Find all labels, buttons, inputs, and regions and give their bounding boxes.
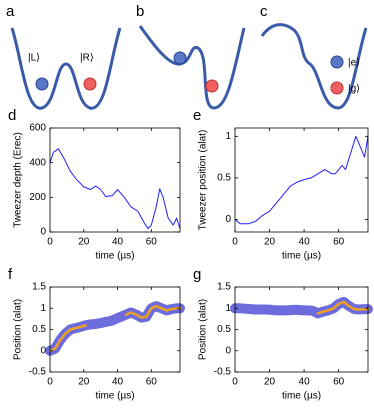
panel-letter: f <box>8 266 13 283</box>
y-axis-label: Tweezer depth (Erec) <box>13 132 24 228</box>
x-tick-label: 20 <box>78 237 90 248</box>
panel-letter: e <box>193 107 201 124</box>
y-tick-label: 0 <box>225 345 231 356</box>
x-tick-label: 60 <box>333 237 345 248</box>
y-tick-label: 0 <box>225 214 231 225</box>
y-tick-label: 0.5 <box>217 173 231 184</box>
atom <box>330 55 344 69</box>
trace <box>48 304 182 353</box>
y-tick-label: 1 <box>40 303 46 314</box>
y-tick-label: 1.5 <box>32 282 46 293</box>
y-tick-label: -0.5 <box>29 367 47 378</box>
potential <box>138 25 246 110</box>
state-label: |e⟩ <box>348 58 360 69</box>
panel-letter: g <box>193 266 201 283</box>
x-tick-label: 20 <box>78 377 90 388</box>
atom <box>35 77 49 91</box>
x-tick-label: 0 <box>232 377 238 388</box>
x-tick-label: 20 <box>264 377 276 388</box>
y-tick-label: -0.5 <box>214 367 232 378</box>
trace <box>316 300 370 315</box>
axes-box <box>234 127 369 233</box>
atom <box>83 77 97 91</box>
x-tick-label: 0 <box>47 237 53 248</box>
y-tick-label: 1.5 <box>217 282 231 293</box>
x-tick-label: 40 <box>299 377 311 388</box>
x-axis-label: time (µs) <box>282 251 321 262</box>
y-tick-label: 1 <box>225 303 231 314</box>
x-tick-label: 60 <box>146 377 158 388</box>
y-tick-label: 0 <box>40 345 46 356</box>
potential <box>10 27 122 110</box>
x-axis-label: time (µs) <box>95 391 134 402</box>
panel-letter: b <box>136 3 144 20</box>
y-tick-label: 600 <box>29 123 46 134</box>
x-tick-label: 60 <box>333 377 345 388</box>
y-tick-label: 400 <box>29 157 46 168</box>
y-tick-label: 1 <box>225 131 231 142</box>
x-axis-label: time (µs) <box>95 251 134 262</box>
x-axis-label: time (µs) <box>282 391 321 402</box>
y-axis-label: Tweezer position (alat) <box>198 130 209 231</box>
y-axis-label: Position (alat) <box>198 299 209 360</box>
y-tick-label: 0.5 <box>32 324 46 335</box>
x-tick-label: 40 <box>112 377 124 388</box>
atom <box>173 51 187 65</box>
panel-letter: a <box>6 3 15 20</box>
x-tick-label: 0 <box>232 237 238 248</box>
x-tick-label: 60 <box>146 237 158 248</box>
x-tick-label: 20 <box>264 237 276 248</box>
state-label: |g⟩ <box>348 84 360 95</box>
y-tick-label: 0.5 <box>217 324 231 335</box>
y-tick-label: 0 <box>40 227 46 238</box>
state-label: |L⟩ <box>28 53 40 64</box>
atom <box>330 81 344 95</box>
y-tick-label: 200 <box>29 192 46 203</box>
atom <box>205 79 219 93</box>
trace <box>49 148 181 229</box>
x-tick-label: 40 <box>299 237 311 248</box>
potential <box>260 23 368 110</box>
state-label: |R⟩ <box>80 53 94 64</box>
trace <box>234 135 369 225</box>
x-tick-label: 40 <box>112 237 124 248</box>
y-axis-label: Position (alat) <box>13 299 24 360</box>
axes-box <box>49 127 181 233</box>
panel-letter: d <box>8 107 16 124</box>
x-tick-label: 0 <box>47 377 53 388</box>
panel-letter: c <box>260 3 268 20</box>
